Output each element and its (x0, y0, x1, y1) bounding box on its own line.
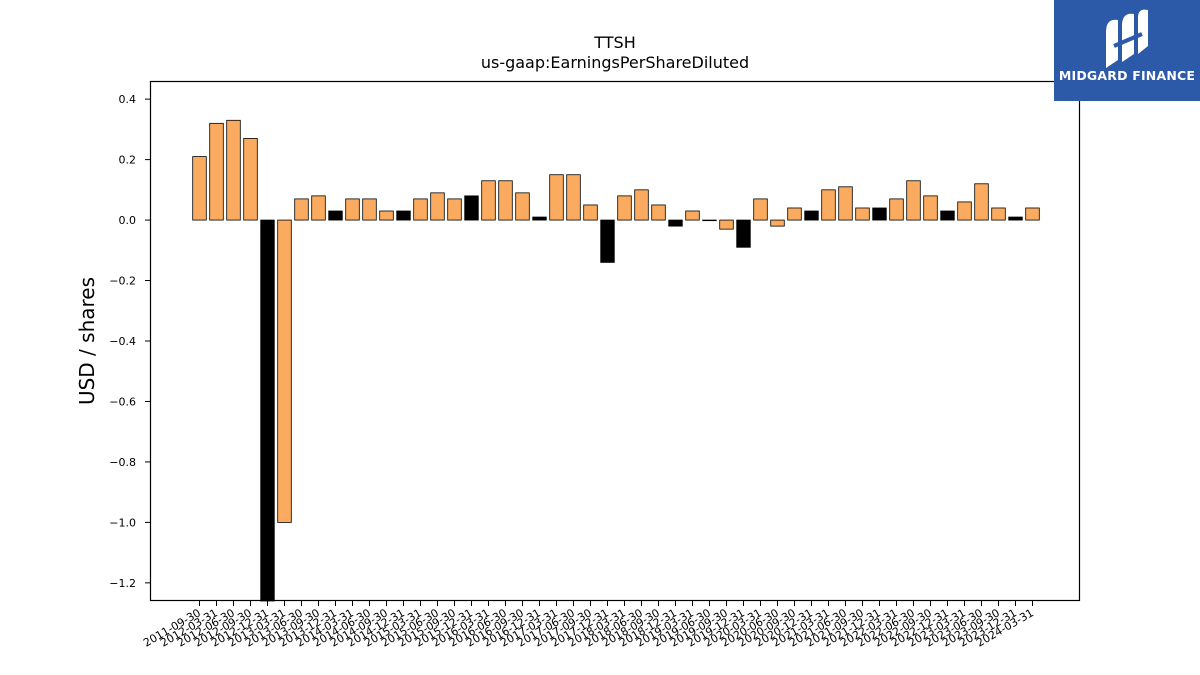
bar-2014-06-30 (379, 210, 394, 221)
bar-2018-12-31 (685, 210, 700, 221)
bar-2022-12-31 (957, 201, 972, 221)
bar-2013-12-31 (345, 198, 360, 221)
chart-title: TTSH (593, 33, 635, 52)
bar-2011-09-30 (192, 156, 207, 221)
midgard-finance-logo: MIDGARD FINANCE (1054, 0, 1200, 101)
bar-2023-12-31 (1025, 207, 1040, 221)
bar-2021-12-31 (889, 198, 904, 221)
bar-2014-03-31 (362, 198, 377, 221)
bar-2013-06-30 (311, 195, 326, 221)
bar-2016-12-31 (549, 174, 564, 221)
bar-2017-06-30 (583, 204, 598, 221)
bar-2019-12-31 (753, 198, 768, 221)
y-tick-label: −1.0 (109, 516, 136, 529)
y-tick-label: −1.2 (109, 577, 136, 590)
bar-2022-06-30 (923, 195, 938, 221)
plot-area (192, 119, 1040, 602)
bar-2015-09-30 (464, 195, 479, 221)
bar-2017-03-31 (566, 174, 581, 221)
bar-2023-03-31 (974, 183, 989, 221)
y-axis-label: USD / shares (75, 277, 99, 405)
bar-2011-12-31 (209, 122, 224, 221)
bar-2012-03-31 (226, 119, 241, 221)
bar-2023-06-30 (991, 207, 1006, 221)
bar-2017-09-30 (600, 219, 615, 263)
bar-2012-06-30 (243, 138, 258, 221)
bar-2016-06-30 (515, 192, 530, 221)
y-tick-label: 0.2 (119, 154, 137, 167)
bar-2015-12-31 (481, 180, 496, 221)
bar-2018-06-30 (651, 204, 666, 221)
bar-2015-06-30 (447, 198, 462, 221)
y-tick-label: −0.8 (109, 456, 136, 469)
bar-2014-12-31 (413, 198, 428, 221)
y-tick-label: 0.0 (119, 214, 137, 227)
y-tick-label: −0.6 (109, 395, 136, 408)
bar-2020-03-31 (770, 219, 785, 227)
bar-2019-06-30 (719, 219, 734, 230)
bar-2013-09-30 (328, 210, 343, 221)
plot-frame (149, 80, 1081, 602)
bar-2022-03-31 (906, 180, 921, 221)
y-tick-label: 0.4 (119, 93, 137, 106)
bar-2014-09-30 (396, 210, 411, 221)
bar-2020-09-30 (804, 210, 819, 221)
bar-2015-03-31 (430, 192, 445, 221)
logo-text: MIDGARD FINANCE (1058, 68, 1196, 83)
bar-2018-03-31 (634, 189, 649, 221)
bar-2021-09-30 (872, 207, 887, 221)
bar-2013-03-31 (294, 198, 309, 221)
bar-2018-09-30 (668, 219, 683, 227)
bar-2016-03-31 (498, 180, 513, 221)
bar-2021-06-30 (855, 207, 870, 221)
bar-2012-12-31 (277, 219, 292, 523)
y-tick-label: −0.4 (109, 335, 136, 348)
bar-2022-09-30 (940, 210, 955, 221)
bar-2019-09-30 (736, 219, 751, 248)
bar-2023-09-30 (1008, 216, 1023, 221)
chart-subtitle: us-gaap:EarningsPerShareDiluted (481, 53, 749, 72)
bar-2012-09-30 (260, 219, 275, 602)
bar-2017-12-31 (617, 195, 632, 221)
bar-2019-03-31 (702, 219, 717, 222)
bar-2020-06-30 (787, 207, 802, 221)
bar-2021-03-31 (838, 186, 853, 221)
bar-2016-09-30 (532, 216, 547, 221)
y-tick-label: −0.2 (109, 275, 136, 288)
bar-2020-12-31 (821, 189, 836, 221)
midgard-logo-icon (1106, 9, 1148, 68)
